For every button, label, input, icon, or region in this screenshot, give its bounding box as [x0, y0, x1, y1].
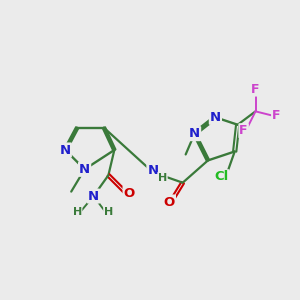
- Text: F: F: [239, 124, 248, 137]
- Text: H: H: [158, 172, 167, 183]
- Text: N: N: [147, 164, 158, 177]
- Text: N: N: [60, 143, 71, 157]
- Text: N: N: [88, 190, 99, 202]
- Text: O: O: [164, 196, 175, 208]
- Text: Cl: Cl: [214, 170, 229, 183]
- Text: F: F: [272, 109, 281, 122]
- Text: N: N: [210, 111, 221, 124]
- Text: H: H: [73, 207, 82, 218]
- Text: H: H: [104, 207, 113, 218]
- Text: F: F: [251, 82, 260, 96]
- Text: N: N: [189, 127, 200, 140]
- Text: N: N: [79, 163, 90, 176]
- Text: O: O: [124, 187, 135, 200]
